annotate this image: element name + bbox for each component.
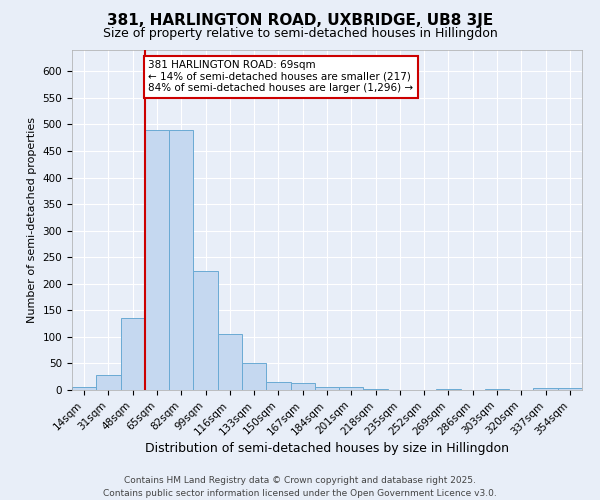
Bar [193, 271, 218, 390]
Bar [266, 382, 290, 390]
X-axis label: Distribution of semi-detached houses by size in Hillingdon: Distribution of semi-detached houses by … [145, 442, 509, 455]
Bar [315, 387, 339, 390]
Text: 381, HARLINGTON ROAD, UXBRIDGE, UB8 3JE: 381, HARLINGTON ROAD, UXBRIDGE, UB8 3JE [107, 12, 493, 28]
Bar [533, 388, 558, 390]
Y-axis label: Number of semi-detached properties: Number of semi-detached properties [27, 117, 37, 323]
Bar [436, 389, 461, 390]
Bar [96, 374, 121, 390]
Text: Size of property relative to semi-detached houses in Hillingdon: Size of property relative to semi-detach… [103, 28, 497, 40]
Bar [72, 388, 96, 390]
Bar [242, 363, 266, 390]
Bar [558, 388, 582, 390]
Bar [364, 389, 388, 390]
Text: 381 HARLINGTON ROAD: 69sqm
← 14% of semi-detached houses are smaller (217)
84% o: 381 HARLINGTON ROAD: 69sqm ← 14% of semi… [149, 60, 413, 94]
Bar [121, 318, 145, 390]
Bar [169, 130, 193, 390]
Bar [290, 382, 315, 390]
Text: Contains HM Land Registry data © Crown copyright and database right 2025.
Contai: Contains HM Land Registry data © Crown c… [103, 476, 497, 498]
Bar [339, 388, 364, 390]
Bar [218, 334, 242, 390]
Bar [145, 130, 169, 390]
